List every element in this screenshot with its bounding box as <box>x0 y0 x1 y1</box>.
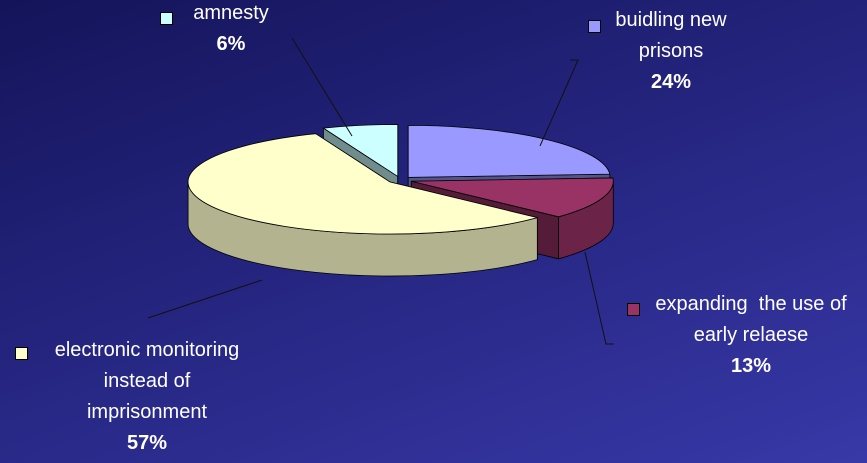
legend-key <box>627 303 640 316</box>
value-label: 6% <box>216 33 246 55</box>
slice <box>187 133 538 235</box>
leader-line <box>539 59 579 147</box>
value-label: 13% <box>730 355 772 377</box>
slice-label: electronic monitoring instead of impriso… <box>52 335 242 459</box>
value-label: 24% <box>650 71 692 93</box>
leader-line <box>291 37 353 137</box>
slice-label: amnesty 6% <box>176 0 286 60</box>
legend-key <box>160 12 173 25</box>
slice-label: expanding the use of early relaese 13% <box>640 289 862 382</box>
slice <box>407 124 611 178</box>
category-label: amnesty <box>193 2 269 24</box>
value-label: 57% <box>126 432 168 454</box>
legend-key <box>15 347 28 360</box>
slice-label: buidling new prisons 24% <box>601 5 741 98</box>
leader-line <box>147 279 263 319</box>
category-label: buidling new prisons <box>615 9 733 62</box>
slice <box>411 177 614 218</box>
category-label: expanding the use of early relaese <box>655 293 853 346</box>
category-label: electronic monitoring instead of impriso… <box>54 339 245 423</box>
legend-key <box>588 20 601 33</box>
slice <box>322 124 399 178</box>
leader-line <box>584 251 614 345</box>
